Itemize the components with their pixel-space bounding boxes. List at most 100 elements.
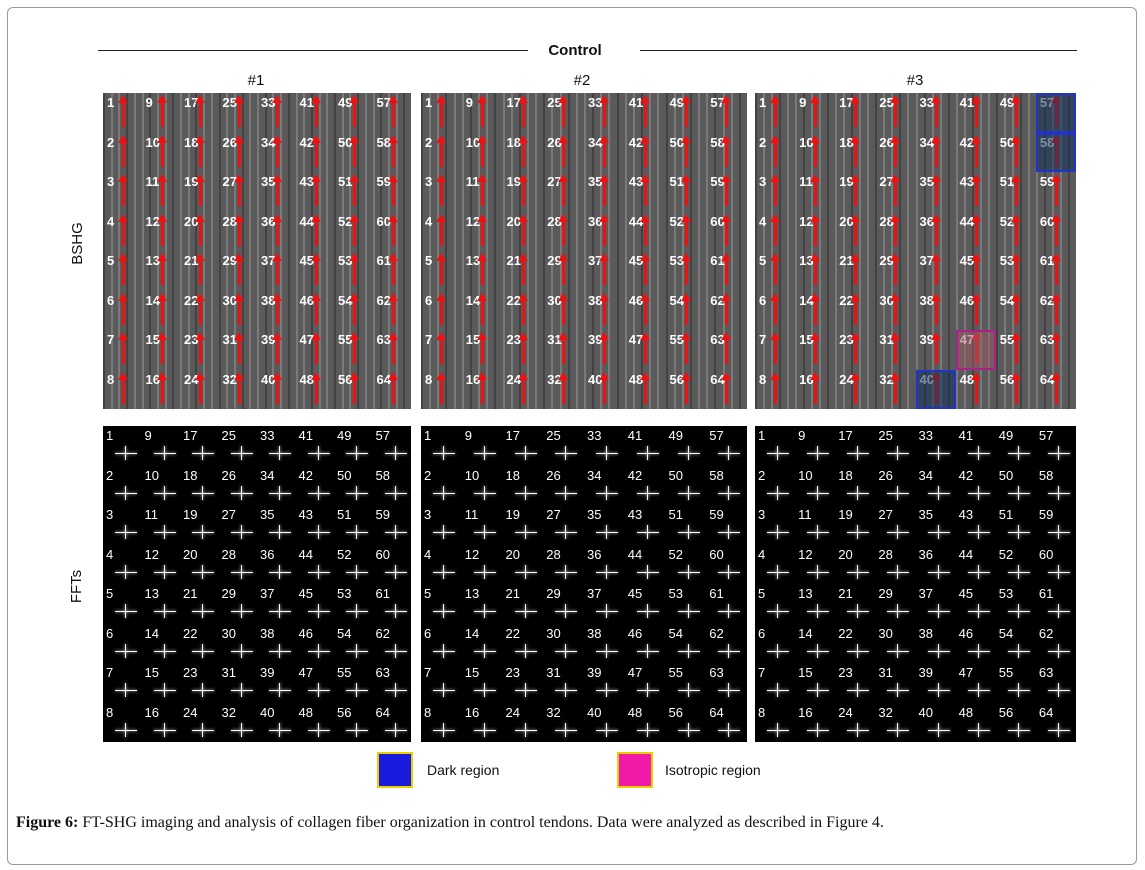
bshg-cell-number: 54 <box>669 292 684 308</box>
fiber-stripe <box>979 93 982 409</box>
fft-cell-number: 38 <box>587 625 602 641</box>
orientation-arrow <box>890 213 901 246</box>
fft-cell-number: 17 <box>183 428 198 443</box>
fft-cell-16: 16 <box>462 703 503 743</box>
fft-cell-number: 32 <box>221 704 236 720</box>
fft-cell-41: 41 <box>956 426 996 466</box>
bshg-cell-57: 57 <box>373 93 412 133</box>
bshg-cell-number: 59 <box>1039 174 1055 189</box>
fft-cell-56: 56 <box>334 703 373 743</box>
bshg-cell-number: 24 <box>839 371 854 387</box>
fft-spot <box>596 564 618 579</box>
bshg-cell-number: 35 <box>261 174 276 189</box>
orientation-arrow <box>118 332 128 364</box>
fft-cell-40: 40 <box>584 703 625 743</box>
fft-cell-number: 54 <box>668 625 683 641</box>
fft-spot <box>514 525 537 539</box>
fft-cell-45: 45 <box>956 584 996 624</box>
bshg-cell-49: 49 <box>996 93 1036 133</box>
fft-cell-number: 6 <box>758 625 766 641</box>
fft-cell-number: 45 <box>298 586 313 601</box>
fft-spot <box>1047 683 1070 697</box>
fft-spot <box>887 485 910 500</box>
fft-spot <box>346 643 368 658</box>
fiber-stripe <box>714 93 717 409</box>
fiber-stripe <box>567 93 570 409</box>
fiber-stripe <box>883 93 886 409</box>
orientation-arrow <box>233 174 244 206</box>
orientation-arrow <box>118 371 128 404</box>
fft-cell-number: 29 <box>546 586 561 601</box>
bshg-cell-number: 47 <box>299 332 314 347</box>
fft-cell-45: 45 <box>296 584 335 624</box>
orientation-arrow <box>310 213 321 246</box>
fft-spot <box>192 564 214 579</box>
fft-cell-number: 34 <box>918 467 933 483</box>
fiber-stripe <box>264 93 267 409</box>
bshg-cell-number: 48 <box>959 371 975 387</box>
bshg-cell-number: 11 <box>465 174 480 189</box>
fft-spot <box>596 446 618 460</box>
fft-spot <box>847 604 870 618</box>
fiber-stripe <box>730 93 733 409</box>
fft-spot <box>636 604 659 618</box>
bshg-cell-number: 21 <box>506 253 521 268</box>
fft-cell-38: 38 <box>584 624 625 664</box>
fft-spot <box>230 564 253 579</box>
bshg-cell-1: 1 <box>755 93 795 133</box>
fft-spot <box>1047 564 1070 579</box>
bshg-cell-number: 3 <box>425 174 433 189</box>
fft-cell-number: 4 <box>758 546 766 562</box>
fiber-stripe <box>453 93 456 409</box>
bshg-cell-number: 19 <box>839 174 854 189</box>
orientation-arrow <box>599 213 609 246</box>
bshg-cell-11: 11 <box>462 172 503 212</box>
fft-cell-26: 26 <box>219 466 258 506</box>
fiber-stripe <box>110 93 113 409</box>
fft-cell-number: 2 <box>758 467 766 483</box>
fft-cell-number: 6 <box>424 625 432 641</box>
fft-cell-number: 59 <box>709 507 724 522</box>
fft-cell-number: 53 <box>998 586 1014 601</box>
bshg-cell-34: 34 <box>257 133 296 173</box>
fft-spot <box>677 525 700 539</box>
bshg-cell-number: 52 <box>999 213 1015 229</box>
bshg-cell-number: 53 <box>338 253 353 268</box>
bshg-cell-23: 23 <box>180 330 219 370</box>
fiber-stripe <box>1003 93 1006 409</box>
orientation-arrow <box>680 332 691 364</box>
fft-cell-25: 25 <box>219 426 258 466</box>
fiber-stripe <box>738 93 741 409</box>
orientation-arrow <box>721 371 732 404</box>
bshg-cell-number: 19 <box>506 174 521 189</box>
bshg-cell-41: 41 <box>625 93 666 133</box>
fft-spot <box>514 564 537 579</box>
fft-cell-number: 58 <box>375 467 390 483</box>
bshg-cell-62: 62 <box>1036 291 1076 331</box>
fft-spot <box>767 446 789 460</box>
fft-spot <box>153 683 176 697</box>
fiber-stripe <box>795 93 798 409</box>
fft-cell-49: 49 <box>996 426 1036 466</box>
fft-cell-52: 52 <box>996 545 1036 585</box>
bshg-cell-59: 59 <box>1036 172 1076 212</box>
bshg-cell-14: 14 <box>795 291 835 331</box>
fft-cell-15: 15 <box>795 663 835 703</box>
orientation-arrow <box>476 332 487 364</box>
fft-cell-24: 24 <box>503 703 544 743</box>
bshg-cell-number: 55 <box>999 332 1015 347</box>
fft-cell-10: 10 <box>462 466 503 506</box>
fft-cell-11: 11 <box>795 505 835 545</box>
fft-cell-17: 17 <box>835 426 875 466</box>
fft-cell-number: 49 <box>998 428 1014 443</box>
fft-spot <box>1047 722 1070 737</box>
fft-cell-18: 18 <box>503 466 544 506</box>
orientation-arrow <box>436 253 446 285</box>
fft-cell-48: 48 <box>296 703 335 743</box>
fft-cell-number: 42 <box>298 467 313 483</box>
orientation-arrow <box>850 174 861 206</box>
caption-text: FT-SHG imaging and analysis of collagen … <box>78 814 884 831</box>
fft-spot <box>807 525 830 539</box>
bshg-cell-12: 12 <box>462 212 503 252</box>
fft-cell-10: 10 <box>142 466 181 506</box>
